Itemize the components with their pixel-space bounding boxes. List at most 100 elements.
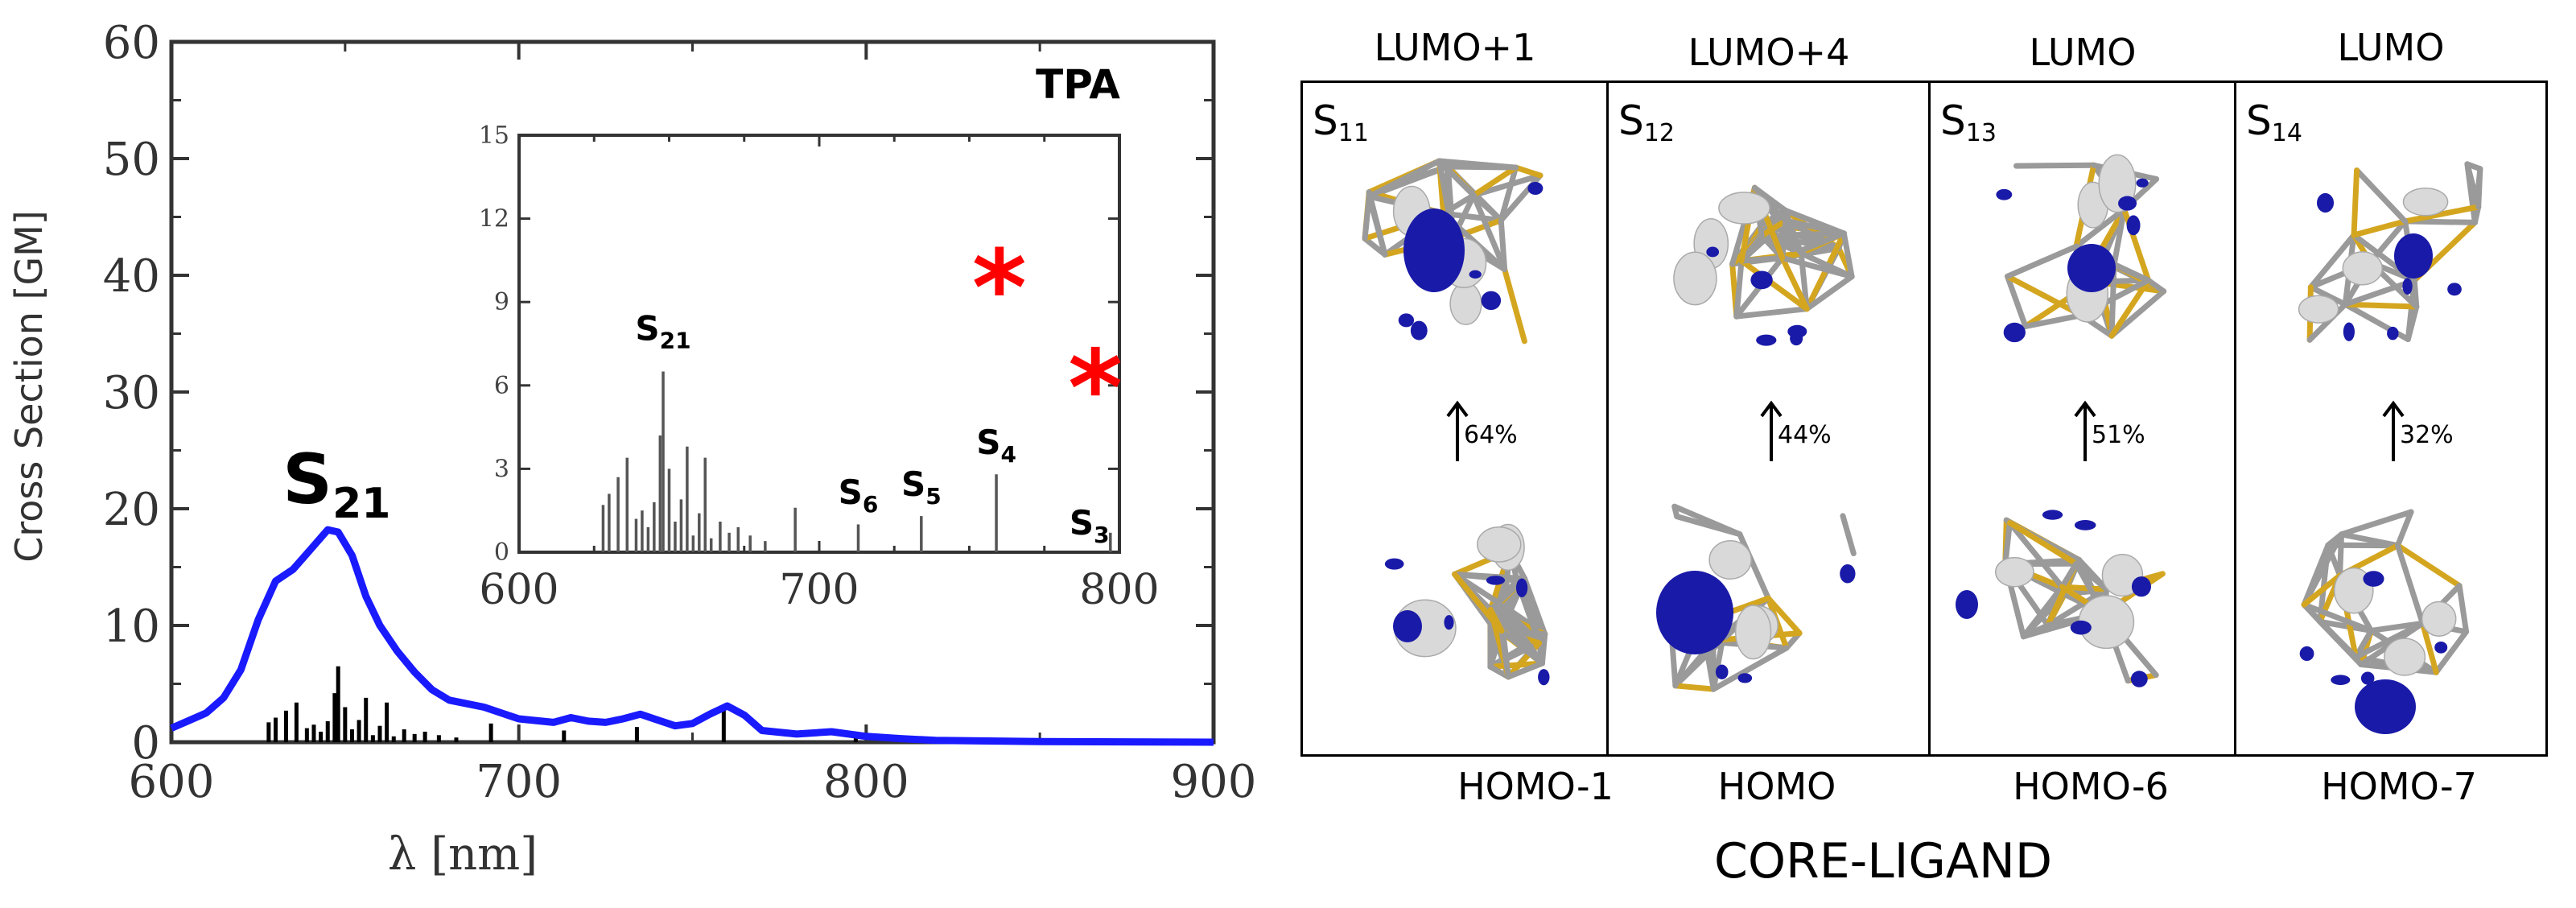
- bond: [1498, 164, 1519, 224]
- up-arrow-icon: [1446, 400, 1469, 461]
- bond: [2306, 301, 2348, 343]
- bond: [2339, 509, 2414, 538]
- x-tick-label: 700: [476, 756, 562, 808]
- bond: [2022, 312, 2084, 329]
- x-tick-label: 900: [1171, 756, 1255, 808]
- bond: [1758, 217, 1789, 239]
- orbital-bottom-label: HOMO-6: [2013, 765, 2169, 808]
- bond: [1366, 193, 1388, 258]
- bond: [2307, 232, 2357, 291]
- large-blue-lobe: [2394, 233, 2433, 279]
- blue-lobe: [2331, 675, 2351, 686]
- bond: [2351, 167, 2360, 238]
- blue-lobe: [2299, 646, 2314, 662]
- bond: [1779, 254, 1810, 312]
- inset-y-tick-label: 0: [494, 539, 509, 567]
- gray-lobe: [1449, 282, 1482, 325]
- bond: [2005, 273, 2084, 319]
- orbital-isosurface-image: [1996, 154, 2167, 343]
- inset-y-tick-label: 15: [479, 122, 509, 150]
- blue-lobe: [2343, 322, 2355, 341]
- blue-lobe: [1756, 334, 1777, 346]
- orbital-top-label: LUMO: [2029, 31, 2137, 74]
- bond: [2108, 277, 2152, 339]
- transition-percent: 51%: [2092, 421, 2145, 449]
- bond: [1751, 184, 1789, 224]
- bond: [2352, 620, 2426, 660]
- orbital-top-label: LUMO: [2337, 26, 2445, 69]
- arrow-head: [2074, 400, 2096, 418]
- bond: [2342, 301, 2420, 310]
- blue-lobe: [2402, 278, 2413, 295]
- large-blue-lobe: [2355, 679, 2416, 734]
- bond: [1452, 571, 1528, 582]
- blue-lobe: [1486, 576, 1506, 585]
- bond: [1737, 531, 1771, 601]
- large-blue-lobe: [2067, 244, 2116, 292]
- bond: [2301, 572, 2343, 608]
- bond: [2301, 601, 2374, 634]
- blue-lobe: [1384, 558, 1404, 570]
- up-arrow-icon: [1760, 400, 1783, 461]
- blue-lobe: [2447, 283, 2462, 296]
- bond: [2354, 167, 2409, 225]
- blue-lobe: [2316, 192, 2335, 213]
- blue-lobe: [2131, 576, 2151, 597]
- bond: [2301, 531, 2345, 608]
- bond: [1783, 217, 1847, 237]
- y-tick-label: 0: [131, 717, 160, 770]
- bond: [1470, 172, 1544, 199]
- bond: [2145, 277, 2167, 295]
- bond: [1733, 306, 1810, 320]
- blue-lobe: [1706, 246, 1720, 258]
- orbital-panel: S14 32%: [2234, 80, 2548, 757]
- blue-lobe: [2434, 641, 2448, 654]
- orbital-isosurface-image: [2298, 161, 2483, 343]
- main-x-axis-label: λ [nm]: [388, 828, 538, 881]
- arrow-head: [1446, 400, 1469, 418]
- blue-lobe: [1527, 182, 1544, 195]
- inset-y-tick-label: 12: [479, 205, 509, 233]
- orbital-top-label: LUMO+4: [1688, 31, 1850, 74]
- blue-lobe: [1538, 669, 1550, 686]
- gray-lobe: [1734, 605, 1772, 660]
- x-tick-label: 800: [823, 756, 909, 808]
- red-star-marker: *: [972, 227, 1027, 349]
- orbital-bottom-label: HOMO-1: [1457, 765, 1614, 808]
- orbital-footer-label: CORE-LIGAND: [1713, 833, 2053, 889]
- panel-label-tpa: TPA: [1036, 61, 1120, 108]
- bond: [2108, 288, 2167, 339]
- bond: [2307, 284, 2348, 307]
- blue-lobe: [1469, 270, 1482, 279]
- bond: [2013, 162, 2097, 169]
- gray-lobe: [2402, 187, 2449, 217]
- up-arrow-icon: [2382, 400, 2405, 461]
- blue-lobe: [1787, 324, 1807, 338]
- orbital-isosurface-image: [1362, 158, 1544, 345]
- blue-lobe: [2118, 196, 2137, 211]
- bond: [1840, 230, 1855, 280]
- orbital-isosurface-image: [1384, 523, 1550, 686]
- blue-lobe: [1398, 313, 1415, 328]
- bond: [2073, 206, 2128, 250]
- blue-lobe: [2126, 215, 2141, 236]
- bond: [1498, 628, 1511, 680]
- bond: [2059, 584, 2110, 592]
- bond: [1505, 660, 1545, 680]
- bond: [2433, 629, 2470, 675]
- blue-lobe: [2387, 326, 2399, 340]
- bond: [1765, 595, 1803, 637]
- bond: [2002, 520, 2013, 568]
- large-blue-lobe: [1956, 590, 1978, 619]
- bond: [2351, 218, 2409, 238]
- bond: [2394, 543, 2426, 626]
- bond: [2456, 583, 2470, 635]
- bond: [2394, 509, 2414, 549]
- bond: [2006, 520, 2065, 590]
- bond: [1738, 254, 1786, 264]
- bond: [2402, 204, 2482, 225]
- bond: [2337, 531, 2345, 579]
- bond: [1671, 503, 1743, 538]
- inset-y-tick-label: 3: [494, 455, 509, 483]
